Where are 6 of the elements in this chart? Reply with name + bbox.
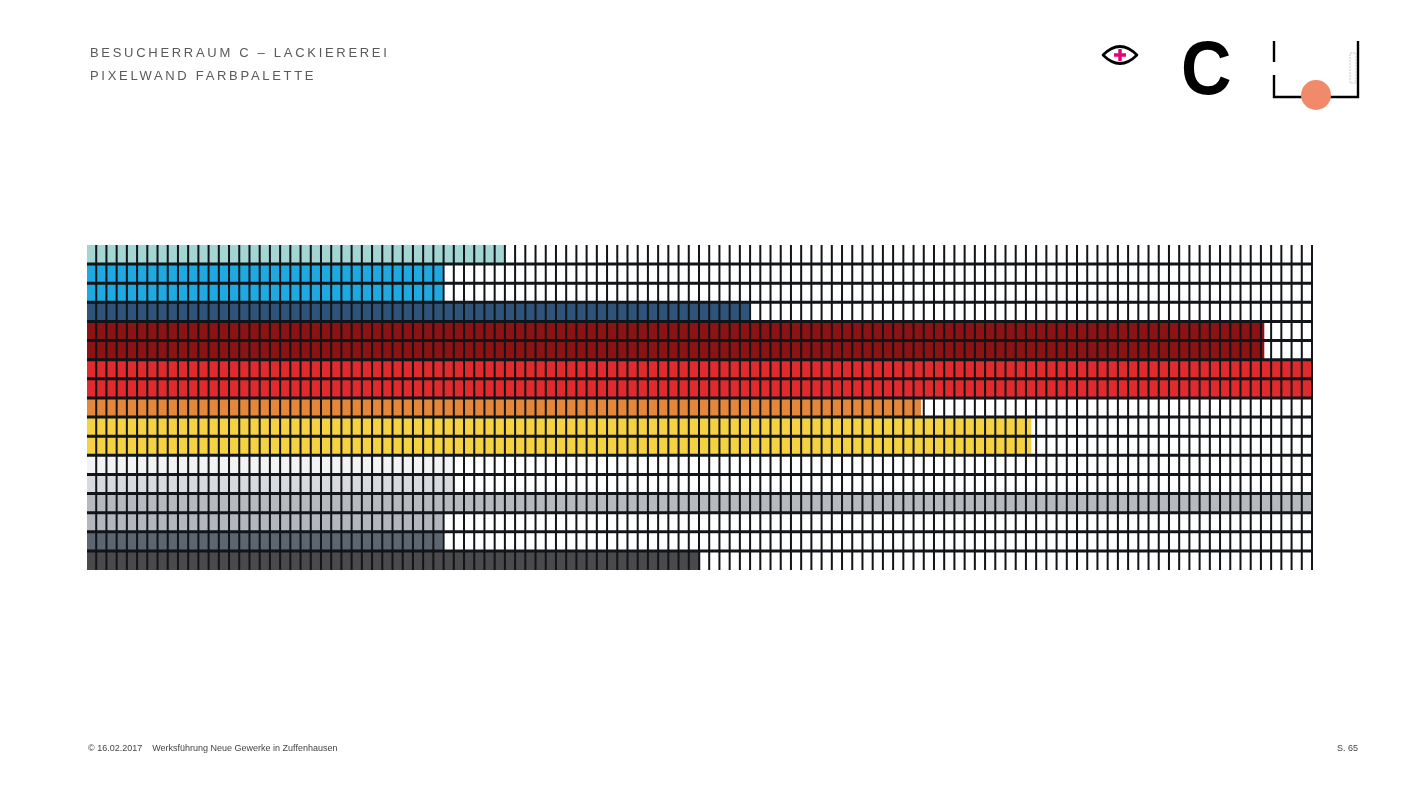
chart-title: BESUCHERRAUM C – LACKIEREREI [90,45,390,61]
text: S. 65 [1336,742,1358,754]
text: Werksführung Neue Gewerke in Zuffenhausen [152,743,338,753]
text: C [1181,25,1232,110]
text: © 16.02.2017 [88,743,143,753]
chart-subtitle: PIXELWAND FARBPALETTE [90,68,317,84]
